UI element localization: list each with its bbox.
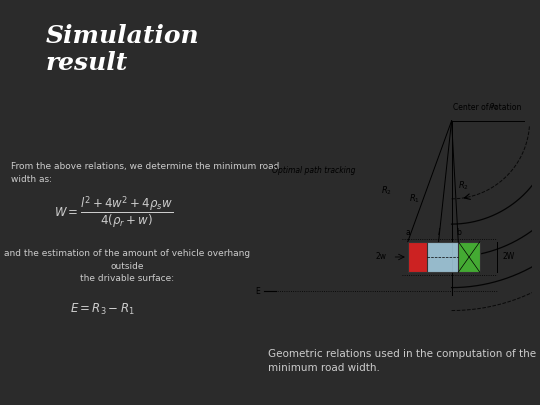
Text: and the estimation of the amount of vehicle overhang
outside
the drivable surfac: and the estimation of the amount of vehi…	[4, 249, 250, 283]
Text: $\rho_2$: $\rho_2$	[488, 101, 499, 112]
Text: 2w: 2w	[375, 252, 387, 262]
Text: Simulation
result: Simulation result	[46, 24, 199, 75]
Text: 2W: 2W	[503, 252, 515, 262]
Text: Center of rotation: Center of rotation	[453, 102, 522, 112]
Text: Geometric relations used in the computation of the
minimum road width.: Geometric relations used in the computat…	[267, 348, 536, 373]
Text: E: E	[255, 287, 260, 296]
Text: b: b	[456, 228, 461, 237]
Text: a: a	[406, 228, 410, 237]
Text: From the above relations, we determine the minimum road
width as:: From the above relations, we determine t…	[11, 162, 279, 183]
Bar	[408, 242, 427, 272]
Bar	[408, 242, 480, 272]
Text: $R_2$: $R_2$	[457, 179, 469, 192]
Text: $R_1$: $R_1$	[409, 192, 420, 205]
Text: $E = R_3 - R_1$: $E = R_3 - R_1$	[70, 302, 135, 318]
Bar	[458, 242, 480, 272]
Text: $W = \dfrac{l^2 + 4w^2 + 4\rho_s w}{4(\rho_r + w)}$: $W = \dfrac{l^2 + 4w^2 + 4\rho_s w}{4(\r…	[54, 194, 173, 231]
Text: l: l	[437, 228, 440, 237]
Text: $R_2$: $R_2$	[381, 185, 392, 197]
Text: Optimal path tracking: Optimal path tracking	[272, 166, 355, 175]
